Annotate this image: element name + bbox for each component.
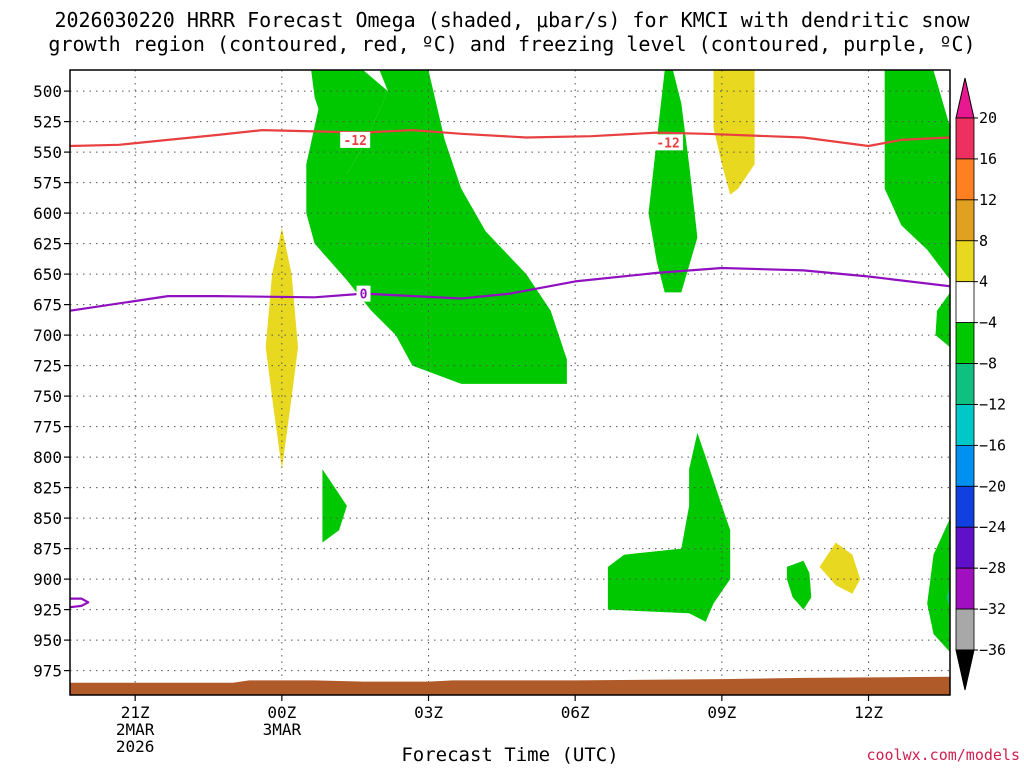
terrain-fill xyxy=(70,676,950,695)
colorbar-label-5: −4 xyxy=(979,314,997,332)
colorbar-swatch-12 xyxy=(955,608,975,651)
colorbar-swatch-2 xyxy=(955,199,975,242)
colorbar-label-13: −36 xyxy=(979,641,1006,659)
y-tick-label-700: 700 xyxy=(33,326,62,345)
y-tick-label-825: 825 xyxy=(33,479,62,498)
y-tick-label-850: 850 xyxy=(33,509,62,528)
y-tick-label-625: 625 xyxy=(33,235,62,254)
colorbar-label-12: −32 xyxy=(979,600,1006,618)
colorbar-swatch-6 xyxy=(955,363,975,405)
x-tick-label-h6-0: 03Z xyxy=(414,703,443,722)
colorbar-bottom-arrow xyxy=(955,649,975,691)
colorbar-swatch-8 xyxy=(955,444,975,487)
x-tick-label-h12-0: 09Z xyxy=(707,703,736,722)
colorbar-label-4: 4 xyxy=(979,273,988,291)
freezing-level-0-line xyxy=(70,266,950,312)
y-tick-label-525: 525 xyxy=(33,113,62,132)
x-tick-label-h0-0: 21Z xyxy=(121,703,150,722)
y-tick-label-950: 950 xyxy=(33,631,62,650)
colorbar-label-6: −8 xyxy=(979,355,997,373)
green-omega-region-2 xyxy=(648,70,698,293)
colorbar-swatch-1 xyxy=(955,158,975,201)
green-omega-region-7 xyxy=(786,560,812,610)
terrain-layer xyxy=(70,676,950,695)
y-tick-label-900: 900 xyxy=(33,570,62,589)
y-tick-label-650: 650 xyxy=(33,265,62,284)
colorbar-swatch-9 xyxy=(955,485,975,528)
y-tick-label-550: 550 xyxy=(33,143,62,162)
colorbar-label-11: −28 xyxy=(979,559,1006,577)
dendritic-growth-minus12-label-1: -12 xyxy=(656,136,679,151)
x-axis-label: Forecast Time (UTC) xyxy=(401,744,619,766)
dendritic-growth-minus12-label-0: -12 xyxy=(343,134,366,149)
y-tick-label-675: 675 xyxy=(33,296,62,315)
y-tick-label-975: 975 xyxy=(33,662,62,681)
yellow-omega-region-3 xyxy=(819,542,861,594)
y-tick-label-750: 750 xyxy=(33,387,62,406)
y-tick-label-875: 875 xyxy=(33,540,62,559)
y-tick-label-575: 575 xyxy=(33,174,62,193)
colorbar-swatch-4 xyxy=(955,281,975,324)
colorbar-label-9: −20 xyxy=(979,477,1006,495)
colorbar-swatch-0 xyxy=(955,117,975,160)
yellow-omega-region-2 xyxy=(713,70,755,195)
colorbar-label-8: −16 xyxy=(979,436,1006,454)
yellow-omega-region-1 xyxy=(265,227,298,470)
grid-layer xyxy=(70,70,950,695)
credit-text: coolwx.com/models xyxy=(866,746,1020,764)
y-tick-label-925: 925 xyxy=(33,601,62,620)
green-omega-region-1b xyxy=(306,70,567,384)
x-tick-label-h3-0: 00Z xyxy=(267,703,296,722)
colorbar-label-7: −12 xyxy=(979,395,1006,413)
colorbar-label-2: 12 xyxy=(979,191,997,209)
x-tick-label-h9-0: 06Z xyxy=(561,703,590,722)
x-tick-label-h0-1: 2MAR xyxy=(116,720,155,739)
contour-layer: -12 -12 0 xyxy=(70,129,950,609)
colorbar-swatch-3 xyxy=(955,240,975,283)
y-tick-label-775: 775 xyxy=(33,418,62,437)
dendritic-growth-minus12-line xyxy=(70,129,950,148)
y-tick-label-800: 800 xyxy=(33,448,62,467)
chart-title-line-2: growth region (contoured, red, ºC) and f… xyxy=(48,32,976,56)
x-tick-label-h15-0: 12Z xyxy=(854,703,883,722)
green-omega-region-3 xyxy=(884,70,950,280)
x-tick-label-h0-2: 2026 xyxy=(116,737,155,756)
pressure-axis: 500 525 550 575 600 625 650 675 700 725 750 775 800 8… xyxy=(33,82,70,681)
y-tick-label-600: 600 xyxy=(33,204,62,223)
freezing-level-0-label-0: 0 xyxy=(360,288,368,303)
colorbar-label-0: 20 xyxy=(979,109,997,127)
colorbar-label-1: 16 xyxy=(979,150,997,168)
colorbar-top-arrow xyxy=(955,77,975,119)
omega-shading-layer xyxy=(265,70,950,653)
green-omega-region-6 xyxy=(607,432,731,622)
y-tick-label-725: 725 xyxy=(33,357,62,376)
green-omega-region-8 xyxy=(927,518,950,653)
green-omega-region-4 xyxy=(935,292,950,348)
colorbar-swatch-7 xyxy=(955,404,975,446)
colorbar-swatch-5 xyxy=(955,322,975,364)
green-omega-region-5 xyxy=(322,469,347,543)
freezing-level-small-loop-line xyxy=(70,597,90,609)
dendritic-growth-minus12-label-bg-1 xyxy=(653,134,684,151)
colorbar-label-10: −24 xyxy=(979,518,1006,536)
colorbar-swatch-11 xyxy=(955,567,975,610)
freezing-level-0-label-bg-0 xyxy=(356,285,371,302)
chart-title-line-1: 2026030220 HRRR Forecast Omega (shaded, … xyxy=(54,8,970,32)
colorbar-swatch-10 xyxy=(955,526,975,569)
colorbar-label-3: 8 xyxy=(979,232,988,250)
plot-frame xyxy=(69,69,951,696)
dendritic-growth-minus12-label-bg-0 xyxy=(340,131,371,148)
teal-omega-spot xyxy=(946,585,950,609)
y-tick-label-500: 500 xyxy=(33,82,62,101)
x-tick-label-h3-1: 3MAR xyxy=(263,720,302,739)
omega-colorbar: 20 16 12 8 4 −4 −8 −12 −16 −20 −24 −28 −32 −36 xyxy=(955,77,1006,691)
